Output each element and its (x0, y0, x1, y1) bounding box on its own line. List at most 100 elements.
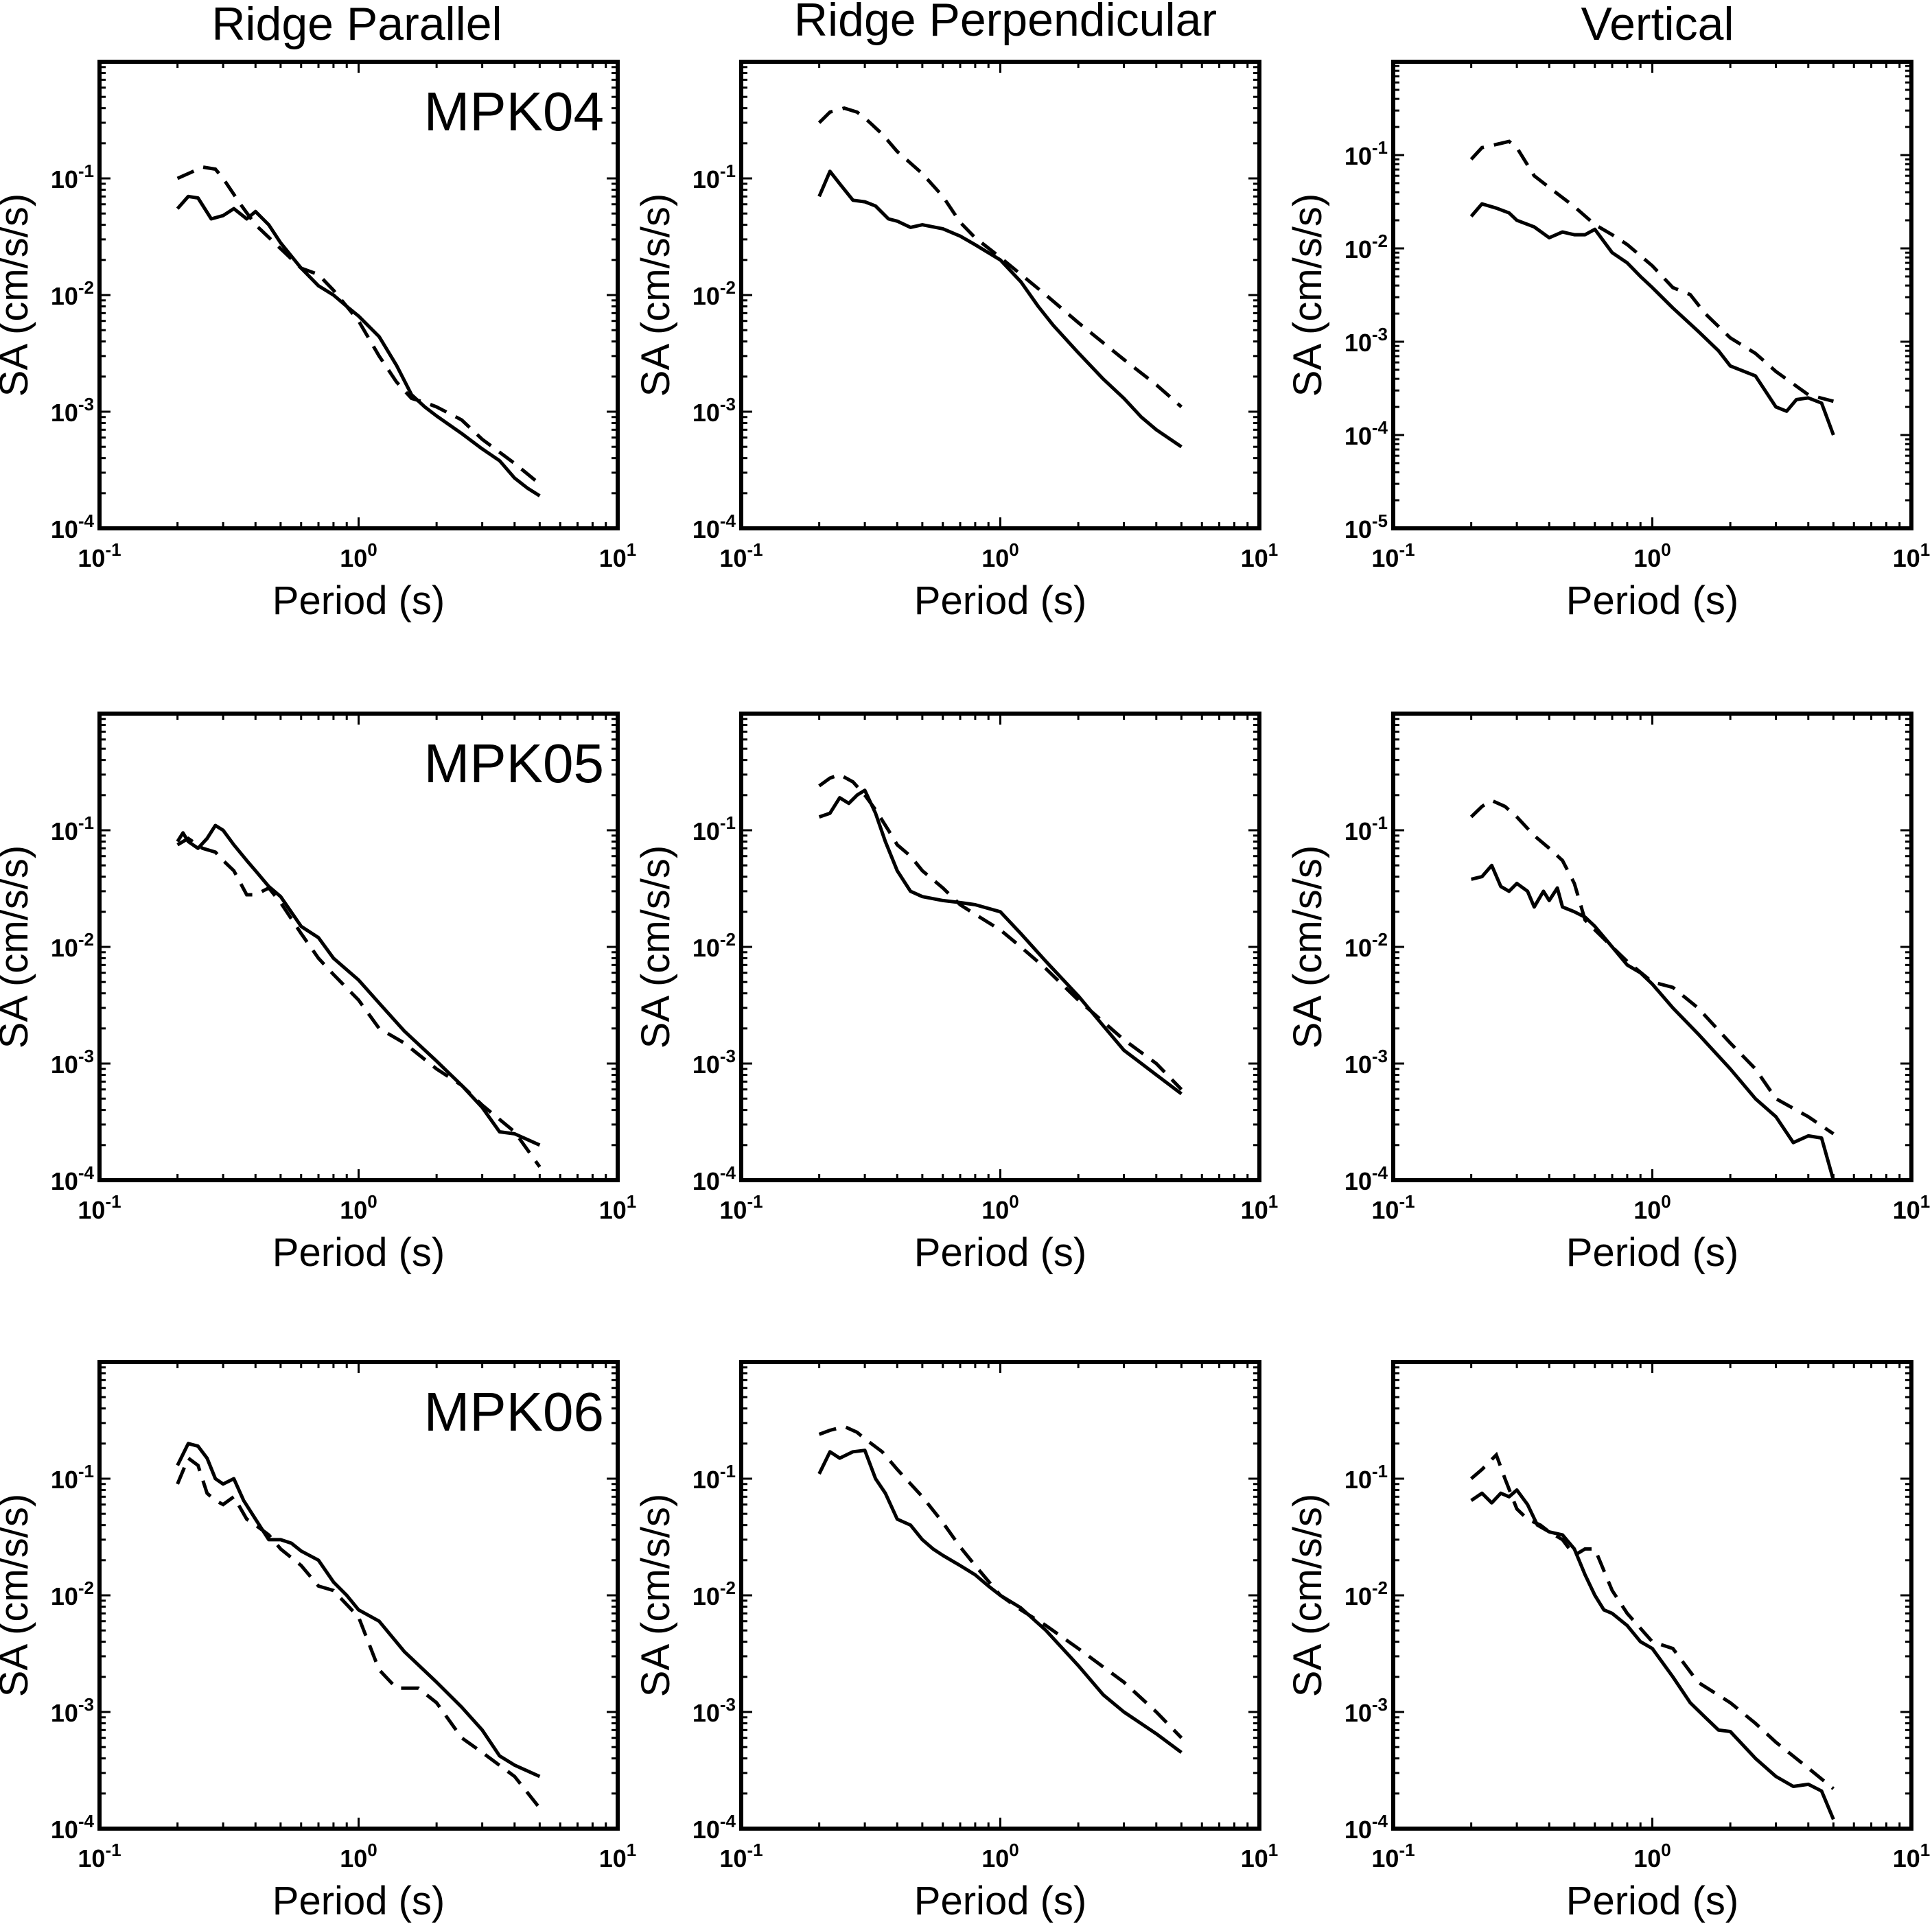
plot-frame (97, 1360, 620, 1831)
series-solid-line (1469, 202, 1835, 436)
x-tick-label: 10-1 (1371, 1191, 1415, 1224)
series-dashed-line (176, 165, 541, 486)
axis-ticks (1392, 1362, 1911, 1830)
y-axis-label: SA (cm/s/s) (1285, 845, 1330, 1048)
x-tick-label: 100 (981, 1840, 1019, 1873)
y-axis-label: SA (cm/s/s) (633, 193, 678, 397)
x-tick-label: 100 (1633, 1191, 1671, 1224)
station-label: MPK04 (424, 81, 604, 142)
x-tick-label: 100 (981, 1191, 1019, 1224)
x-axis-label: Period (s) (1566, 1230, 1738, 1275)
series-dashed-line (176, 1455, 542, 1809)
y-tick-label: 10-3 (1345, 1694, 1388, 1727)
y-tick-label: 10-1 (51, 161, 94, 193)
y-tick-label: 10-3 (51, 1694, 94, 1727)
panel-2-1: 10-1 100 101 10-4 10-3 10-2 10-1 Period (s) SA (… (633, 1360, 1279, 1923)
series-dashed-line (818, 1424, 1183, 1739)
series-solid-line (176, 194, 541, 497)
series-solid-line (817, 1448, 1183, 1755)
y-tick-label: 10-2 (51, 277, 94, 310)
y-tick-label: 10-2 (693, 929, 736, 962)
x-tick-label: 101 (599, 1191, 637, 1224)
series-solid-line (1471, 863, 1835, 1181)
y-tick-label: 10-2 (693, 1577, 736, 1610)
x-tick-label: 101 (1241, 1840, 1279, 1873)
y-tick-label: 10-4 (1345, 1162, 1388, 1195)
station-label: MPK06 (424, 1381, 604, 1442)
x-tick-label: 10-1 (78, 1191, 121, 1224)
y-tick-label: 10-3 (1345, 1046, 1388, 1079)
y-tick-label: 10-3 (693, 1046, 736, 1079)
y-tick-label: 10-2 (51, 929, 94, 962)
y-axis-label: SA (cm/s/s) (633, 845, 678, 1048)
series-dashed-line (1469, 139, 1835, 403)
station-label: MPK05 (424, 733, 604, 794)
plot-frame (1391, 712, 1913, 1182)
x-tick-label: 100 (340, 1191, 377, 1224)
y-tick-label: 10-1 (1345, 1461, 1388, 1494)
column-title-vertical: Vertical (1581, 0, 1734, 50)
plot-frame (739, 1360, 1261, 1831)
y-tick-label: 10-2 (1345, 231, 1388, 263)
x-axis-label: Period (s) (914, 1230, 1086, 1275)
y-tick-label: 10-2 (1345, 929, 1388, 962)
x-axis-label: Period (s) (272, 578, 445, 623)
y-tick-label: 10-2 (693, 277, 736, 310)
x-axis-label: Period (s) (272, 1879, 445, 1923)
panel-0-2: 10-1 100 101 10-5 10-4 10-3 10-2 10-1 Period (s)… (1285, 60, 1930, 623)
y-tick-label: 10-1 (693, 1461, 736, 1494)
y-tick-label: 10-2 (1345, 1577, 1388, 1610)
panel-2-2: 10-1 100 101 10-4 10-3 10-2 10-1 Period (s) SA (… (1285, 1360, 1931, 1923)
y-tick-label: 10-3 (1345, 324, 1388, 357)
x-axis-label: Period (s) (914, 578, 1086, 623)
x-axis-label: Period (s) (1566, 578, 1738, 623)
series-dashed-line (818, 773, 1183, 1091)
series-solid-line (1470, 1488, 1835, 1820)
x-axis-label: Period (s) (1566, 1879, 1738, 1923)
series-solid-line (176, 823, 541, 1147)
panels: 10-1 100 101 10-4 10-3 10-2 10-1 Period (s) SA (… (0, 60, 1931, 1923)
x-axis-label: Period (s) (272, 1230, 445, 1275)
panel-2-0: 10-1 100 101 10-4 10-3 10-2 10-1 Period (s) SA (… (0, 1360, 636, 1923)
y-tick-label: 10-1 (51, 1461, 94, 1494)
y-tick-label: 10-5 (1345, 511, 1388, 543)
series-dashed-line (176, 836, 542, 1169)
y-axis-label: SA (cm/s/s) (0, 193, 36, 397)
y-axis-label: SA (cm/s/s) (0, 845, 36, 1048)
y-tick-label: 10-1 (1345, 137, 1388, 170)
panel-1-0: 10-1 100 101 10-4 10-3 10-2 10-1 Period (s) SA (… (0, 712, 637, 1275)
plot-frame (739, 60, 1261, 530)
y-tick-label: 10-1 (51, 812, 94, 845)
y-tick-label: 10-4 (51, 1162, 95, 1195)
axis-ticks (1392, 714, 1911, 1182)
y-tick-label: 10-4 (1345, 417, 1388, 450)
y-tick-label: 10-3 (51, 1046, 94, 1079)
column-title-ridge-parallel: Ridge Parallel (211, 0, 502, 50)
series-solid-line (818, 788, 1183, 1096)
panel-1-1: 10-1 100 101 10-4 10-3 10-2 10-1 Period (s) SA (… (633, 712, 1278, 1275)
y-tick-label: 10-3 (51, 394, 94, 427)
x-tick-label: 10-1 (719, 1840, 763, 1873)
x-tick-label: 101 (1893, 1840, 1931, 1873)
series-dashed-line (817, 106, 1183, 408)
plot-frame (1391, 1360, 1913, 1831)
series-solid-line (176, 1442, 541, 1779)
column-title-ridge-perpendicular: Ridge Perpendicular (794, 0, 1217, 46)
x-tick-label: 100 (340, 539, 377, 572)
x-tick-label: 10-1 (719, 1191, 763, 1224)
y-axis-label: SA (cm/s/s) (1285, 1494, 1330, 1697)
y-axis-label: SA (cm/s/s) (633, 1494, 678, 1697)
plot-frame (97, 60, 620, 530)
plot-frame (739, 712, 1261, 1182)
y-tick-label: 10-1 (693, 812, 736, 845)
y-tick-label: 10-4 (693, 511, 736, 543)
x-tick-label: 100 (981, 539, 1019, 572)
series-dashed-line (1469, 798, 1835, 1136)
series-solid-line (817, 169, 1183, 449)
y-tick-label: 10-4 (51, 511, 95, 543)
y-tick-label: 10-2 (51, 1577, 94, 1610)
series-dashed-line (1469, 1451, 1835, 1790)
y-tick-label: 10-4 (693, 1162, 736, 1195)
y-tick-label: 10-3 (693, 1694, 736, 1727)
